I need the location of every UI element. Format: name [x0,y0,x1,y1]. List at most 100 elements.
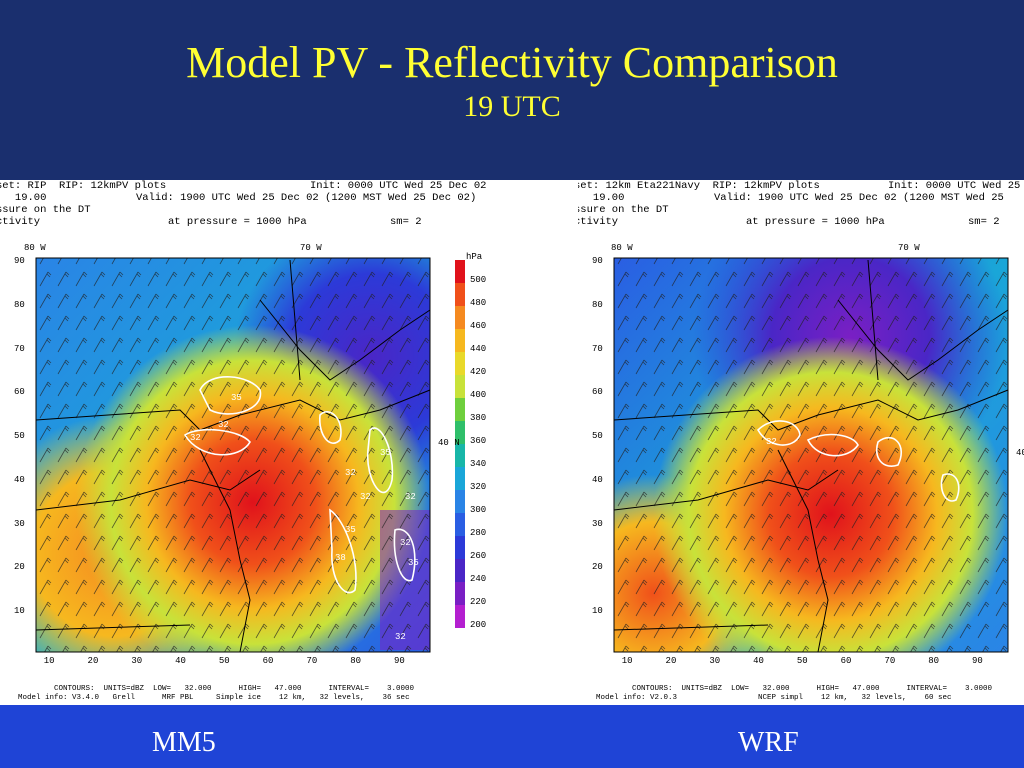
colorbar-unit: hPa [466,252,483,262]
contour-label: 32 [400,538,411,548]
wrf-panel: set: 12km Eta221Navy RIP: 12kmPV plots I… [578,180,1024,705]
x-tick-label: 60 [840,656,852,666]
header-line1-right: Init: 0000 UTC Wed 25 [888,180,1021,192]
x-tick-label: 90 [972,656,983,666]
header-line2-right: Valid: 1900 UTC Wed 25 Dec 02 (1200 MST … [714,192,1004,204]
colorbar-swatch [455,306,465,329]
colorbar-tick-label: 480 [470,298,487,308]
mm5-plot-area [35,257,431,653]
colorbar-swatch [455,352,465,375]
x-tick-label: 30 [131,656,143,666]
x-tick-label: 50 [796,656,808,666]
y-tick-label: 40 [14,474,25,485]
header-line4-right: sm= 2 [968,216,1000,228]
colorbar-swatch [455,490,465,513]
contour-label: 32 [218,420,229,430]
footer-line1: CONTOURS: UNITS=dBZ LOW= 32.000 HIGH= 47… [632,685,993,693]
contour-label: 35 [408,558,419,568]
header-line1-left: set: RIP RIP: 12kmPV plots [0,180,167,192]
colorbar-swatch [455,444,465,467]
colorbar-swatch [455,559,465,582]
x-tick-label: 80 [928,656,940,666]
header-line2-left: 19.00 [0,192,47,204]
y-tick-label: 60 [592,387,603,398]
slide-subtitle: 19 UTC [463,90,561,123]
header-line3: ssure on the DT [578,204,669,216]
colorbar-swatch [455,467,465,490]
x-tick-label: 20 [87,656,99,666]
x-tick-label: 40 [753,656,764,666]
contour-label: 35 [231,393,242,403]
lon-label-80w: 80 W [24,243,46,253]
colorbar-tick-label: 340 [470,459,487,469]
y-tick-label: 50 [14,431,25,442]
colorbar-tick-label: 220 [470,597,487,607]
colorbar-swatch [455,329,465,352]
colorbar-swatch [455,605,465,628]
colorbar-tick-label: 400 [470,390,487,400]
header-line4-left: ctivity [578,216,619,228]
mm5-panel: set: RIP RIP: 12kmPV plots Init: 0000 UT… [0,180,500,705]
lat-label-40n: 40 N [438,438,460,448]
x-tick-label: 40 [175,656,186,666]
wrf-map-svg [613,257,1009,653]
lat-label-40: 40 [1016,448,1024,458]
lon-label-70w: 70 W [898,243,920,253]
contour-label: 32 [405,492,416,502]
colorbar-swatch [455,582,465,605]
slide-title: Model PV - Reflectivity Comparison [186,38,838,87]
y-tick-label: 90 [14,256,25,266]
contour-label: 35 [345,525,356,535]
header-line2-right: Valid: 1900 UTC Wed 25 Dec 02 (1200 MST … [136,192,477,204]
colorbar-swatch [455,283,465,306]
header-line2-left: 19.00 [578,192,625,204]
colorbar-tick-label: 200 [470,620,487,630]
colorbar-swatch [455,513,465,536]
colorbar-swatch [455,398,465,421]
colorbar-tick-label: 460 [470,321,487,331]
lon-label-70w: 70 W [300,243,322,253]
colorbar-swatch [455,260,465,283]
contour-label: 38 [335,553,346,563]
y-tick-label: 70 [592,343,603,354]
colorbar-tick-label: 260 [470,551,487,561]
colorbar-swatch [455,421,465,444]
figure-area: set: RIP RIP: 12kmPV plots Init: 0000 UT… [0,180,1024,705]
y-tick-label: 60 [14,387,25,398]
footer-line2: Model info: V2.0.3 NCEP simpl 12 km, 32 … [596,694,952,702]
contour-label: 32 [766,437,777,447]
colorbar-tick-label: 360 [470,436,487,446]
y-tick-label: 50 [592,431,603,442]
bottom-band [0,705,1024,768]
x-tick-label: 30 [709,656,721,666]
colorbar-tick-label: 240 [470,574,487,584]
header-line4-mid: at pressure = 1000 hPa [746,216,885,228]
colorbar-tick-label: 300 [470,505,487,515]
title-band [0,0,1024,180]
x-tick-label: 10 [621,656,633,666]
header-line4-right: sm= 2 [390,216,422,228]
colorbar-tick-label: 280 [470,528,487,538]
x-tick-label: 70 [306,656,318,666]
colorbar-tick-label: 500 [470,275,487,285]
footer-line1: CONTOURS: UNITS=dBZ LOW= 32.000 HIGH= 47… [54,685,415,693]
x-tick-label: 90 [394,656,405,666]
x-tick-label: 80 [350,656,362,666]
mm5-map-svg [35,257,465,653]
contour-label: 35 [380,448,391,458]
colorbar-swatch [455,375,465,398]
header-line1-right: Init: 0000 UTC Wed 25 Dec 02 [310,180,487,192]
lon-label-80w: 80 W [611,243,633,253]
header-line1-left: set: 12km Eta221Navy RIP: 12kmPV plots [578,180,820,192]
colorbar [455,260,465,628]
contour-label: 32 [345,468,356,478]
y-tick-label: 80 [14,299,25,310]
header-line4-mid: at pressure = 1000 hPa [168,216,307,228]
contour-label: 32 [190,433,201,443]
contour-label: 32 [395,632,406,642]
y-tick-label: 10 [14,606,25,617]
y-tick-label: 70 [14,343,25,354]
colorbar-tick-label: 380 [470,413,487,423]
colorbar-tick-label: 420 [470,367,487,377]
contour-label: 32 [360,492,371,502]
